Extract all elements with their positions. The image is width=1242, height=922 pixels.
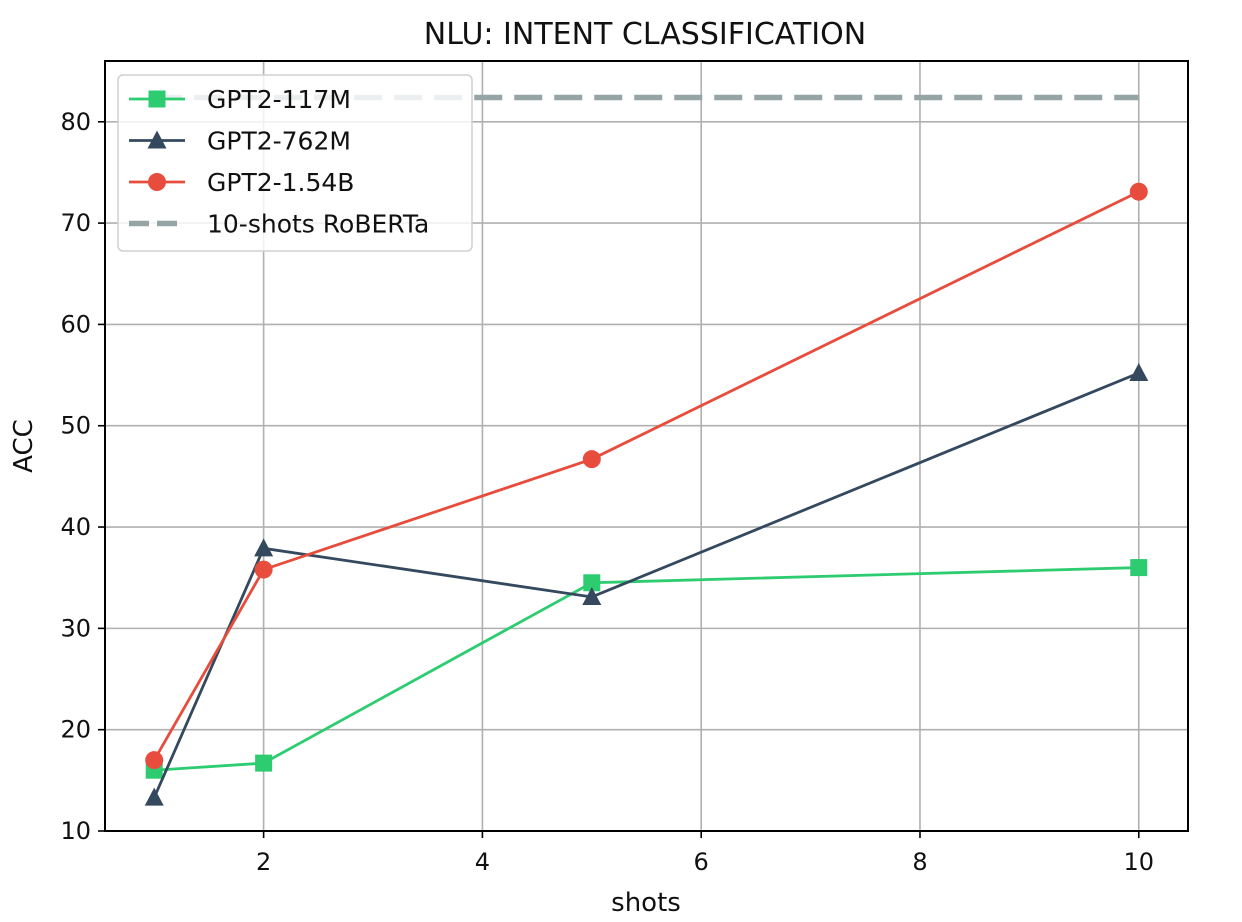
x-tick-label: 10 — [1123, 848, 1154, 876]
data-point — [145, 751, 164, 770]
data-point — [1129, 182, 1148, 201]
y-tick-label: 40 — [60, 513, 91, 541]
data-point — [254, 560, 273, 579]
legend-label: GPT2-762M — [207, 127, 351, 156]
plot-frame — [104, 60, 1189, 832]
series-line — [154, 566, 1139, 772]
y-tick-label: 50 — [60, 412, 91, 440]
y-tick-label: 70 — [60, 209, 91, 237]
data-point — [582, 586, 602, 605]
y-tick-label: 10 — [60, 817, 91, 845]
x-tick-label: 4 — [475, 848, 490, 876]
legend-marker — [147, 130, 167, 149]
legend-label: GPT2-117M — [207, 85, 351, 114]
data-point — [255, 754, 273, 772]
data-point — [582, 450, 601, 469]
chart-title: NLU: INTENT CLASSIFICATION — [424, 17, 866, 52]
series-line — [152, 371, 1140, 799]
y-tick-label: 30 — [60, 614, 91, 642]
legend-marker — [148, 173, 166, 191]
data-point — [144, 787, 164, 806]
legend-label: GPT2-1.54B — [207, 168, 354, 197]
y-tick-label: 60 — [60, 310, 91, 338]
legend: GPT2-117M GPT2-762M GPT2-1.54B 10-shots RoB… — [117, 74, 473, 252]
x-tick-label: 8 — [912, 848, 927, 876]
y-tick-label: 20 — [60, 716, 91, 744]
legend-marker — [148, 90, 166, 108]
y-axis-label: ACC — [9, 419, 39, 473]
x-tick-label: 2 — [256, 848, 271, 876]
data-point — [254, 538, 274, 557]
data-point — [1130, 559, 1148, 577]
y-tick-label: 80 — [60, 108, 91, 136]
data-point — [1129, 363, 1149, 382]
y-axis: 10 20 30 40 50 60 70 80 — [60, 108, 105, 845]
x-tick-label: 6 — [694, 848, 709, 876]
legend-box — [117, 74, 473, 252]
series-line — [153, 190, 1140, 761]
x-axis-label: shots — [611, 888, 681, 918]
data-point — [583, 574, 601, 592]
legend-label: 10-shots RoBERTa — [207, 210, 429, 239]
x-axis: 2 4 6 8 10 — [256, 831, 1154, 876]
